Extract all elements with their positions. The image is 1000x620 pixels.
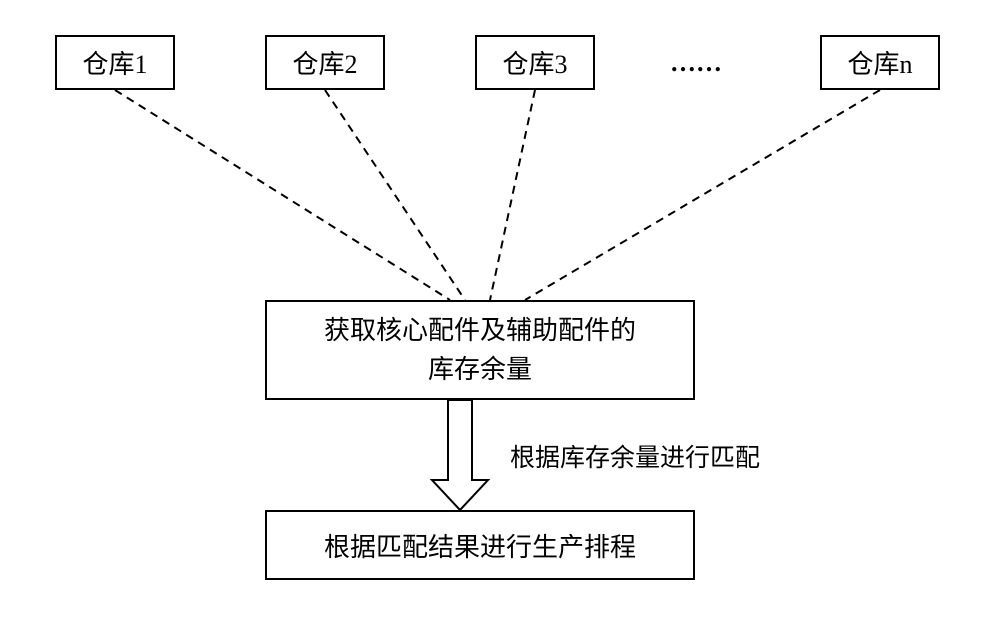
warehouse-2: 仓库2 <box>265 35 385 90</box>
inventory-text: 获取核心配件及辅助配件的 库存余量 <box>324 311 636 389</box>
dashed-line-4 <box>525 90 880 300</box>
ellipsis-text: …… <box>670 48 722 77</box>
scheduling-box: 根据匹配结果进行生产排程 <box>265 510 695 580</box>
scheduling-label: 根据匹配结果进行生产排程 <box>324 527 636 564</box>
warehouse-n: 仓库n <box>820 35 940 90</box>
inventory-line1: 获取核心配件及辅助配件的 <box>324 311 636 350</box>
arrow-label-text: 根据库存余量进行匹配 <box>510 445 760 472</box>
warehouse-ellipsis: …… <box>670 48 722 78</box>
inventory-line2: 库存余量 <box>324 350 636 389</box>
dashed-line-2 <box>325 90 465 300</box>
dashed-line-3 <box>490 90 535 300</box>
warehouse-1: 仓库1 <box>55 35 175 90</box>
warehouse-3: 仓库3 <box>475 35 595 90</box>
warehouse-2-label: 仓库2 <box>292 44 357 81</box>
warehouse-3-label: 仓库3 <box>502 44 567 81</box>
inventory-box: 获取核心配件及辅助配件的 库存余量 <box>265 300 695 400</box>
warehouse-n-label: 仓库n <box>847 44 912 81</box>
dashed-line-1 <box>115 90 450 300</box>
warehouse-1-label: 仓库1 <box>82 44 147 81</box>
arrow-label: 根据库存余量进行匹配 <box>510 438 760 474</box>
block-arrow <box>432 400 488 510</box>
